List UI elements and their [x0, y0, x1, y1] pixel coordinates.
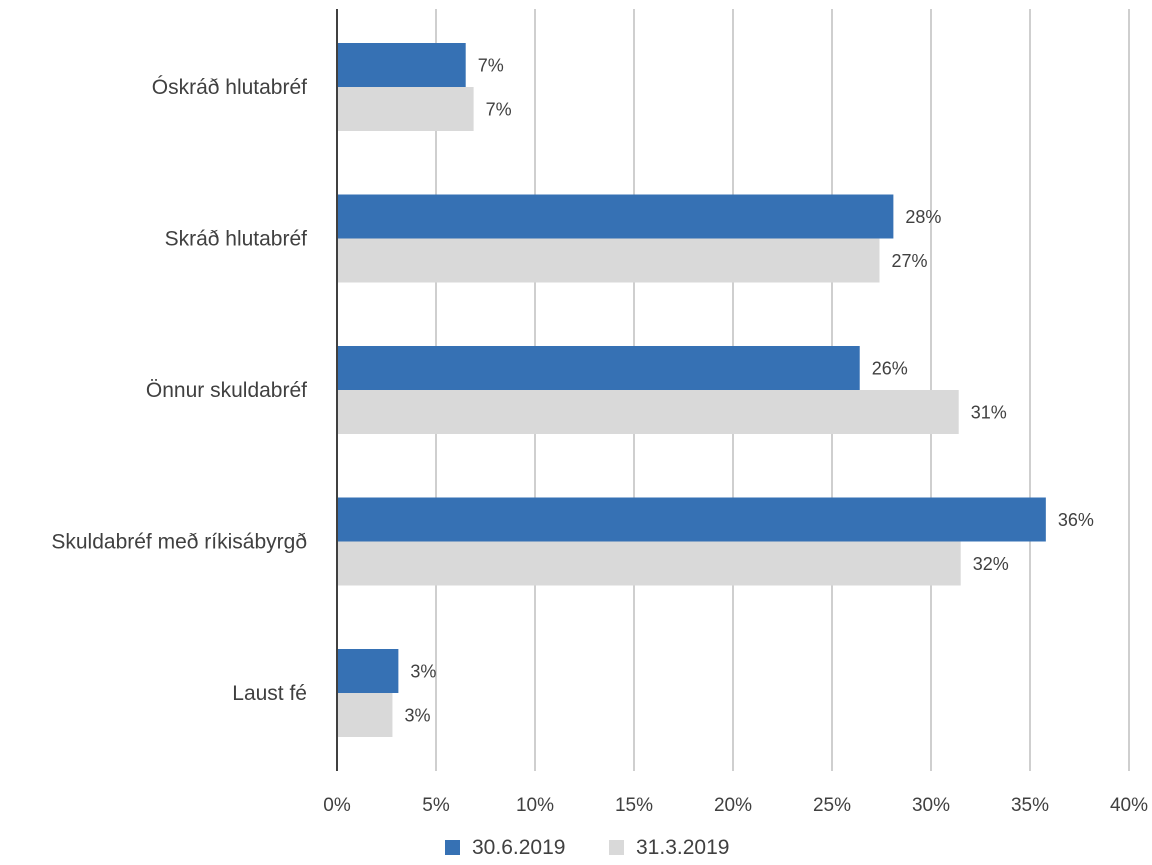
x-tick-label: 25% — [813, 795, 851, 816]
bar-series-1 — [337, 194, 894, 239]
x-tick-label: 10% — [516, 795, 554, 816]
bar-series-2 — [337, 693, 393, 737]
data-label: 3% — [404, 706, 430, 726]
category-label: Skráð hlutabréf — [165, 228, 308, 251]
legend-label: 31.3.2019 — [636, 836, 729, 859]
data-label: 36% — [1058, 510, 1094, 530]
data-label: 32% — [973, 554, 1009, 574]
x-tick-label: 35% — [1011, 795, 1049, 816]
legend-swatch — [609, 840, 624, 855]
bar-series-2 — [337, 541, 961, 586]
bar-series-2 — [337, 390, 959, 434]
category-label: Óskráð hlutabréf — [152, 76, 307, 99]
data-label: 28% — [905, 207, 941, 227]
category-label: Önnur skuldabréf — [146, 379, 307, 402]
legend-swatch — [445, 840, 460, 855]
bar-series-2 — [337, 238, 880, 283]
x-tick-label: 30% — [912, 795, 950, 816]
category-labels: Óskráð hlutabréf Skráð hlutabréf Önnur sku… — [51, 76, 307, 705]
bar-series-1 — [337, 346, 860, 390]
bars — [337, 43, 1046, 737]
x-tick-label: 0% — [323, 795, 351, 816]
x-tick-labels: 0% 5% 10% 15% 20% 25% 30% 35% 40% — [323, 795, 1148, 816]
bar-series-1 — [337, 649, 399, 693]
data-label: 31% — [971, 403, 1007, 423]
x-tick-label: 40% — [1110, 795, 1148, 816]
legend: 30.6.2019 31.3.2019 — [445, 836, 729, 859]
data-label: 27% — [892, 251, 928, 271]
bar-series-2 — [337, 87, 474, 131]
bar-series-1 — [337, 497, 1046, 542]
bar-series-1 — [337, 43, 466, 87]
data-label: 3% — [410, 662, 436, 682]
category-label: Skuldabréf með ríkisábyrgð — [51, 531, 307, 554]
x-tick-label: 20% — [714, 795, 752, 816]
data-label: 7% — [478, 56, 504, 76]
x-tick-label: 15% — [615, 795, 653, 816]
data-label: 26% — [872, 359, 908, 379]
data-labels: 7% 7% 28% 27% 26% 31% 36% 32% 3% 3% — [404, 56, 1093, 726]
legend-label: 30.6.2019 — [472, 836, 565, 859]
data-label: 7% — [486, 100, 512, 120]
category-label: Laust fé — [232, 682, 307, 705]
x-tick-label: 5% — [422, 795, 450, 816]
